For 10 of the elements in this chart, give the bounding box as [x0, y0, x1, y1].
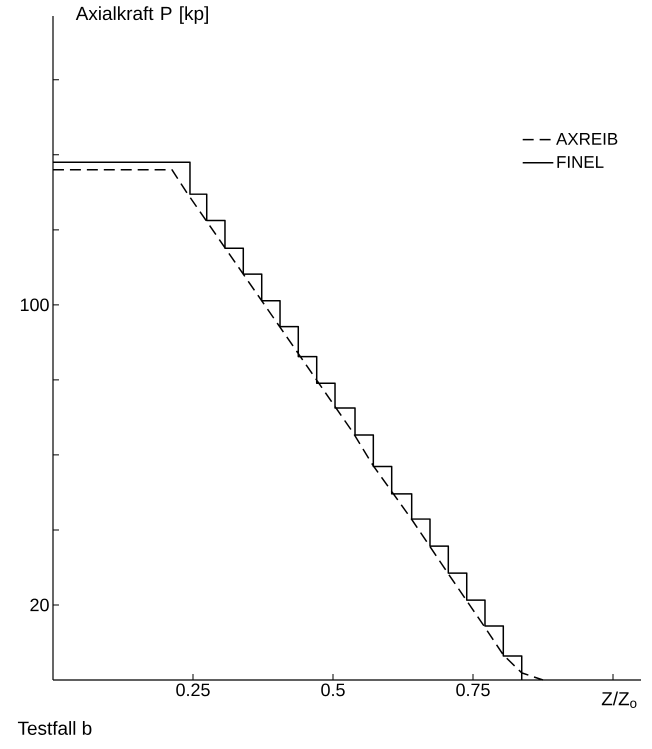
x-tick-label: 0.5: [321, 684, 345, 696]
text: Testfall b: [18, 721, 92, 735]
x-tick-label: 0.75: [456, 684, 490, 696]
x-tick-label: 0.25: [176, 684, 210, 696]
y-tick-label: 100: [20, 298, 49, 312]
y-tick-label: 20: [30, 598, 49, 612]
legend-label: AXREIB: [556, 133, 618, 145]
y-axis-title: Axialkraft P [kp]: [76, 6, 208, 24]
legend-label: FINEL: [557, 156, 604, 168]
x-axis-title: Z/Z$_{o}$: [602, 691, 636, 708]
